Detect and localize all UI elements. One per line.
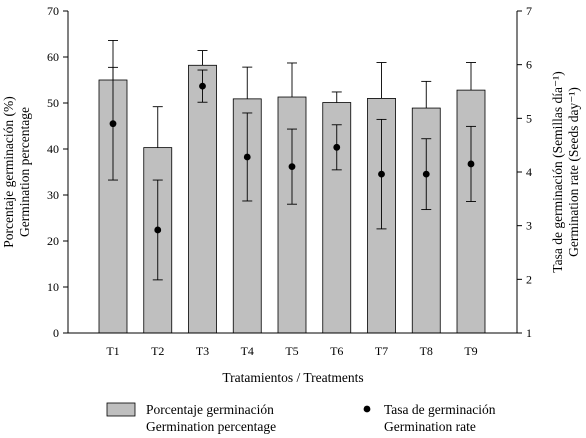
- right-tick-label: 1: [526, 326, 532, 340]
- axes: 0 10 20 30 40 50 60 70 1 2 3 4 5 6 7 T1 T2 T3 T4 T5 T6 T7 T8 T9: [47, 4, 532, 358]
- x-tick-label-T9: T9: [464, 344, 477, 358]
- right-tick-label: 7: [526, 4, 532, 18]
- legend-dot-label-line2: Germination rate: [384, 419, 476, 434]
- x-tick-label-T2: T2: [151, 344, 164, 358]
- bar-error-T6: [331, 91, 342, 103]
- rate-point-T7: [378, 170, 385, 178]
- x-tick-label-T6: T6: [330, 344, 343, 358]
- left-tick-label: 30: [47, 188, 59, 202]
- bar-error-T8: [421, 80, 432, 109]
- x-tick-label-T1: T1: [106, 344, 119, 358]
- rate-point-T3: [199, 82, 206, 90]
- legend-bar-label-line2: Germination percentage: [146, 419, 276, 434]
- right-axis-title-line1: Tasa de germinación (Semillas día⁻¹): [550, 71, 565, 272]
- x-tick-label-T5: T5: [285, 344, 298, 358]
- right-tick-label: 5: [526, 111, 532, 125]
- rate-points: [109, 82, 475, 234]
- bar-T3: [188, 64, 217, 334]
- rate-point-T4: [243, 153, 251, 161]
- left-axis-title-line1: Porcentaje germinación (%): [1, 96, 16, 247]
- left-tick-label: 70: [47, 4, 59, 18]
- left-tick-label: 50: [47, 96, 59, 110]
- bar-error-T3: [197, 50, 208, 66]
- x-tick-label-T8: T8: [420, 344, 433, 358]
- x-tick-label-T3: T3: [196, 344, 209, 358]
- right-axis-title-line2: Germination rate (Seeds day⁻¹): [566, 87, 581, 257]
- rate-point-T8: [422, 170, 430, 178]
- rate-point-T9: [467, 160, 475, 168]
- left-tick-label: 0: [53, 326, 59, 340]
- legend: Porcentaje germinación Germination perce…: [106, 402, 496, 434]
- legend-bar-swatch: [106, 402, 136, 417]
- left-tick-label: 60: [47, 50, 59, 64]
- left-tick-label: 40: [47, 142, 59, 156]
- bar-error-T7: [376, 62, 387, 99]
- bar-error-T2: [152, 106, 163, 148]
- left-tick-label: 10: [47, 280, 59, 294]
- rate-point-T6: [333, 143, 341, 151]
- rate-point-T1: [109, 120, 117, 128]
- bar-error-T5: [287, 62, 297, 98]
- x-axis-title: Tratamientos / Treatments: [222, 370, 363, 385]
- legend-bar-label-line1: Porcentaje germinación: [146, 402, 274, 417]
- x-tick-label-T7: T7: [375, 344, 388, 358]
- legend-dot-marker: [363, 405, 371, 413]
- right-tick-label: 6: [526, 58, 532, 72]
- rate-point-T2: [154, 226, 162, 234]
- bar-error-T4: [242, 66, 253, 99]
- legend-dot-label-line1: Tasa de germinación: [384, 402, 496, 417]
- right-tick-label: 2: [526, 272, 532, 286]
- bar-error-T9: [466, 62, 476, 91]
- left-tick-label: 20: [47, 234, 59, 248]
- x-tick-label-T4: T4: [241, 344, 254, 358]
- right-tick-label: 4: [526, 165, 532, 179]
- left-axis-title-line2: Germination percentage: [17, 107, 32, 237]
- rate-point-T5: [288, 163, 296, 171]
- right-tick-label: 3: [526, 219, 532, 233]
